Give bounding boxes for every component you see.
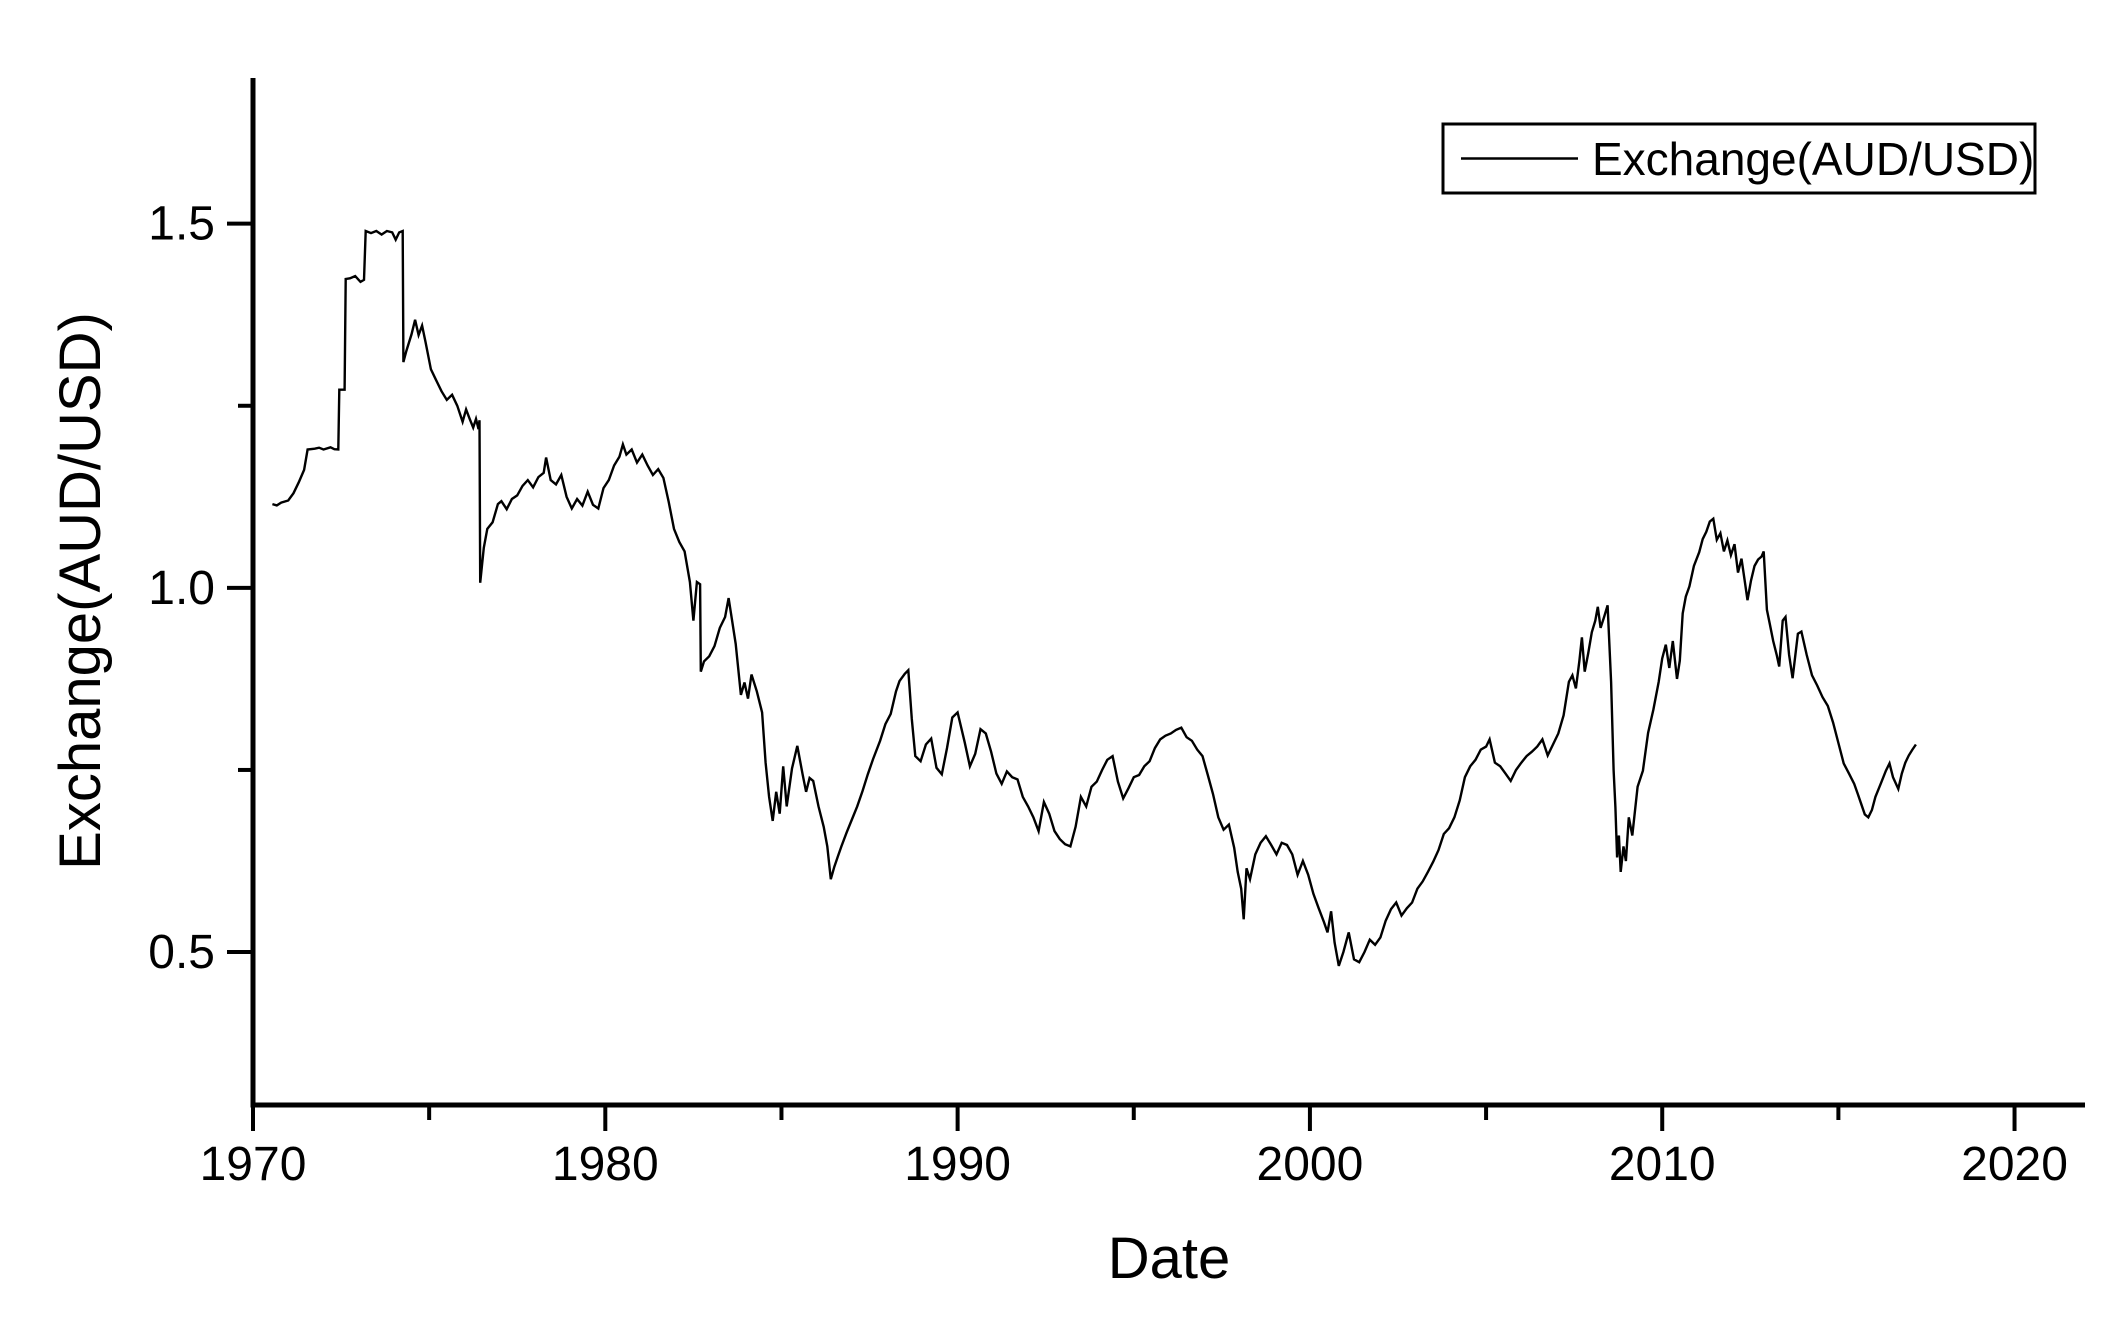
y-tick-label-0.5: 0.5 [148, 926, 215, 979]
x-tick-label-1980: 1980 [552, 1138, 659, 1191]
series-layer [272, 229, 1917, 967]
axes: 1970 1980 1990 2000 2010 2020 0.5 1.0 1.5 [148, 78, 2085, 1191]
x-tick-label-1970: 1970 [200, 1138, 307, 1191]
legend-box [1441, 122, 2037, 195]
y-tick-label-1: 1.0 [148, 562, 215, 615]
legend-label: Exchange(AUD/USD) [1592, 133, 2034, 185]
x-axis-title: Date [1108, 1226, 1231, 1291]
exchange-line-series [272, 229, 1917, 967]
y-axis-title: Exchange(AUD/USD) [48, 312, 113, 870]
x-tick-label-2000: 2000 [1257, 1138, 1364, 1191]
x-tick-label-2010: 2010 [1609, 1138, 1716, 1191]
x-tick-label-2020: 2020 [1961, 1138, 2068, 1191]
y-tick-label-1.5: 1.5 [148, 198, 215, 251]
x-tick-label-1990: 1990 [904, 1138, 1011, 1191]
legend: Exchange(AUD/USD) [1441, 122, 2037, 195]
